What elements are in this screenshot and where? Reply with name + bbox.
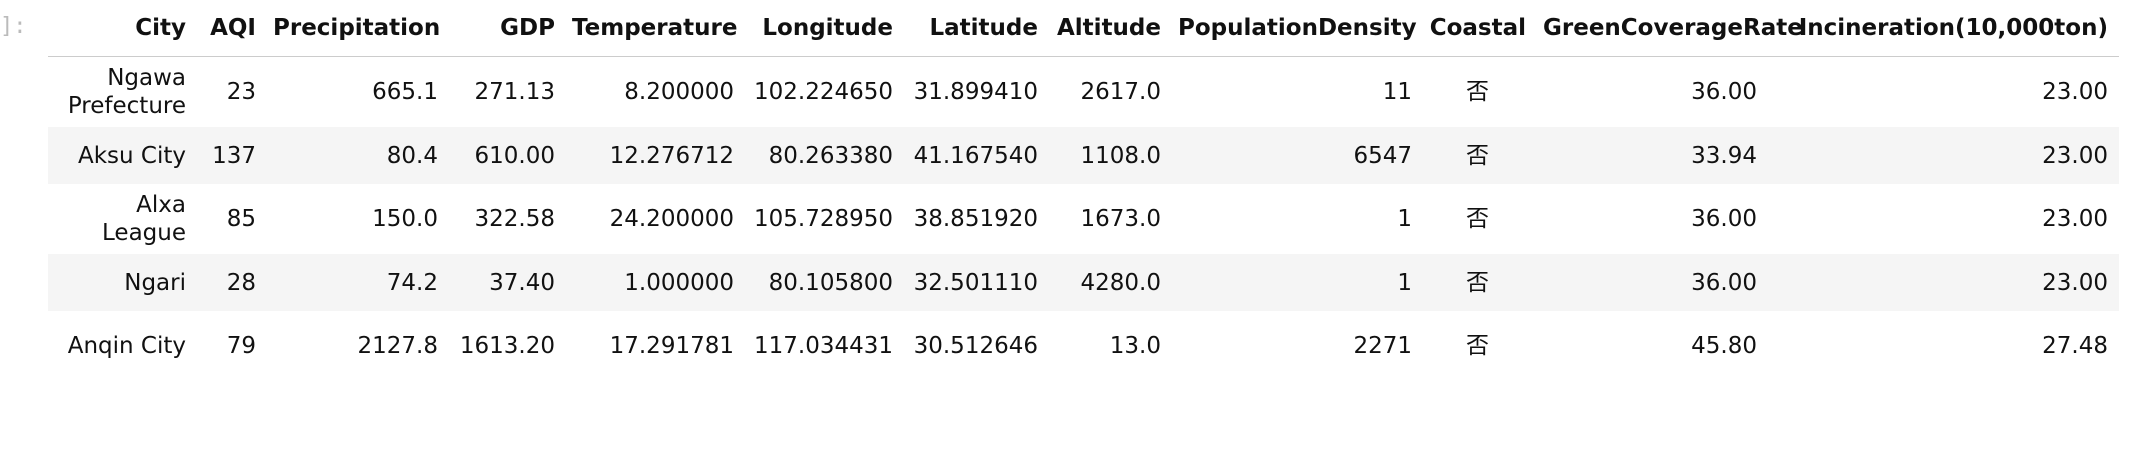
table-cell: 31.899410 — [913, 79, 1038, 105]
table-cell: 117.034431 — [753, 333, 893, 359]
table-cell: 8.200000 — [624, 79, 734, 105]
table-cell: 38.851920 — [913, 206, 1038, 232]
column-header: Longitude — [745, 0, 904, 57]
table-cell: 79 — [226, 333, 256, 359]
table-row: Ngawa Prefecture 23 665.1 271.13 8.200000 102… — [48, 57, 2119, 128]
table-cell: 否 — [1423, 254, 1537, 311]
column-header: Incineration(10,000ton) — [1768, 0, 2119, 57]
column-header: GreenCoverageRate — [1537, 0, 1803, 57]
dataframe-table: City AQI Precipitation GDP Temperature Longit… — [48, 0, 2119, 381]
table-cell: 80.4 — [267, 127, 449, 184]
table-cell: 4280.0 — [1049, 254, 1172, 311]
table-cell: 271.13 — [474, 79, 555, 105]
column-header: PopulationDensity — [1172, 0, 1423, 57]
table-cell: 322.58 — [474, 206, 555, 232]
table-cell: 30.512646 — [913, 333, 1038, 359]
table-cell: 23 — [226, 79, 256, 105]
table-cell: 105.728950 — [753, 206, 893, 232]
table-cell: 137 — [197, 127, 267, 184]
table-cell: 1108.0 — [1049, 127, 1172, 184]
table-cell: 1 — [1172, 254, 1423, 311]
table-cell: 24.200000 — [609, 206, 734, 232]
row-label: Anqin City — [67, 333, 186, 359]
row-label: Aksu City — [48, 127, 197, 184]
table-cell: 37.40 — [449, 254, 566, 311]
table-cell: 23.00 — [2042, 206, 2108, 232]
table-row: Ngari 28 74.2 37.40 1.000000 80.105800 32.5011… — [48, 254, 2119, 311]
table-cell: 665.1 — [372, 79, 438, 105]
table-cell: 2271 — [1353, 333, 1412, 359]
table-row: Anqin City 79 2127.8 1613.20 17.291781 117.03… — [48, 311, 2119, 381]
table-cell: 13.0 — [1109, 333, 1161, 359]
table-cell: 23.00 — [1768, 254, 2119, 311]
row-label: Alxa League — [102, 192, 186, 246]
table-cell: 80.263380 — [745, 127, 904, 184]
table-cell: 85 — [226, 206, 256, 232]
column-header: Latitude — [904, 0, 1049, 57]
table-cell: 2127.8 — [357, 333, 438, 359]
table-cell: 否 — [1466, 333, 1489, 359]
table-cell: 80.105800 — [745, 254, 904, 311]
table-cell: 1.000000 — [566, 254, 745, 311]
table-cell: 12.276712 — [566, 127, 745, 184]
column-header: Altitude — [1049, 0, 1172, 57]
table-body: Ngawa Prefecture 23 665.1 271.13 8.200000 102… — [48, 57, 2119, 382]
table-cell: 否 — [1466, 79, 1489, 105]
table-row: Aksu City 137 80.4 610.00 12.276712 80.263380… — [48, 127, 2119, 184]
column-header: AQI — [197, 0, 267, 57]
table-cell: 2617.0 — [1080, 79, 1161, 105]
cell-prompt: ]: — [0, 14, 27, 39]
table-cell: 33.94 — [1537, 127, 1768, 184]
table-cell: 150.0 — [372, 206, 438, 232]
table-cell: 23.00 — [1768, 127, 2119, 184]
table-cell: 11 — [1382, 79, 1412, 105]
table-cell: 32.501110 — [904, 254, 1049, 311]
row-label: Ngawa Prefecture — [67, 65, 186, 119]
header-row: City AQI Precipitation GDP Temperature Longit… — [48, 0, 2119, 57]
table-cell: 28 — [197, 254, 267, 311]
table-cell: 1 — [1397, 206, 1412, 232]
table-cell: 610.00 — [449, 127, 566, 184]
table-cell: 否 — [1466, 206, 1489, 232]
column-header: Temperature — [566, 0, 745, 57]
table-cell: 27.48 — [2042, 333, 2108, 359]
table-cell: 23.00 — [2042, 79, 2108, 105]
table-cell: 6547 — [1172, 127, 1423, 184]
table-cell: 41.167540 — [904, 127, 1049, 184]
table-cell: 102.224650 — [753, 79, 893, 105]
row-label: Ngari — [48, 254, 197, 311]
column-header: Precipitation — [267, 0, 449, 57]
table-cell: 17.291781 — [609, 333, 734, 359]
table-cell: 1673.0 — [1080, 206, 1161, 232]
table-cell: 45.80 — [1691, 333, 1757, 359]
column-header: Coastal — [1423, 0, 1537, 57]
table-row: Alxa League 85 150.0 322.58 24.200000 105.728… — [48, 184, 2119, 254]
table-cell: 36.00 — [1691, 79, 1757, 105]
table-cell: 36.00 — [1537, 254, 1768, 311]
column-header: GDP — [449, 0, 566, 57]
column-header: City — [48, 0, 197, 57]
table-cell: 36.00 — [1691, 206, 1757, 232]
table-cell: 74.2 — [267, 254, 449, 311]
table-cell: 否 — [1423, 127, 1537, 184]
table-cell: 1613.20 — [459, 333, 555, 359]
